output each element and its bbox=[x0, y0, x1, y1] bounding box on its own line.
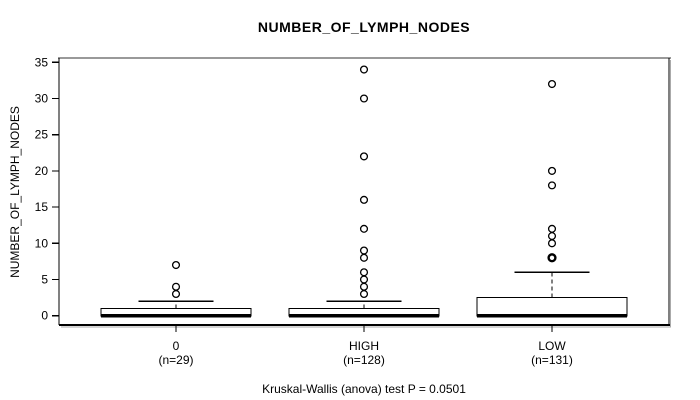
y-axis-tick-label: 15 bbox=[35, 200, 49, 214]
iqr-box bbox=[476, 297, 628, 317]
outlier-point bbox=[359, 195, 369, 204]
outlier-point bbox=[171, 289, 181, 299]
outlier-point bbox=[547, 253, 557, 263]
x-category-sublabel: (n=29) bbox=[158, 353, 193, 367]
outlier-point bbox=[547, 224, 557, 233]
outlier-point bbox=[547, 166, 557, 175]
outlier-point bbox=[547, 181, 557, 190]
chart-title: NUMBER_OF_LYMPH_NODES bbox=[257, 19, 471, 35]
outlier-point bbox=[359, 94, 369, 103]
y-axis-tick-label: 30 bbox=[35, 92, 49, 106]
x-category-label: LOW bbox=[538, 339, 566, 353]
x-category-sublabel: (n=128) bbox=[343, 353, 385, 367]
outlier-point bbox=[359, 253, 369, 262]
outlier-point bbox=[547, 79, 557, 89]
y-axis-tick-label: 20 bbox=[35, 164, 49, 178]
outlier-point bbox=[359, 282, 369, 291]
outlier-point bbox=[171, 260, 181, 270]
y-axis-tick-label: 35 bbox=[35, 55, 49, 69]
outlier-point bbox=[359, 289, 369, 299]
kruskal-wallis-annotation: Kruskal-Wallis (anova) test P = 0.0501 bbox=[262, 382, 466, 396]
outlier-point bbox=[359, 275, 369, 284]
outlier-point bbox=[547, 239, 557, 248]
x-category-label: HIGH bbox=[349, 339, 379, 353]
outlier-point bbox=[359, 224, 369, 233]
outlier-point bbox=[359, 268, 369, 277]
x-category-label: 0 bbox=[173, 339, 180, 353]
outlier-point bbox=[359, 246, 369, 255]
outlier-point bbox=[359, 152, 369, 161]
outlier-point bbox=[359, 65, 369, 74]
y-axis-tick-label: 10 bbox=[35, 236, 49, 250]
outlier-point bbox=[547, 232, 557, 241]
y-axis-tick-label: 5 bbox=[41, 273, 48, 287]
x-category-sublabel: (n=131) bbox=[531, 353, 573, 367]
y-axis-tick-label: 0 bbox=[41, 309, 48, 323]
y-axis-tick-label: 25 bbox=[35, 128, 49, 142]
outlier-point bbox=[171, 282, 181, 291]
